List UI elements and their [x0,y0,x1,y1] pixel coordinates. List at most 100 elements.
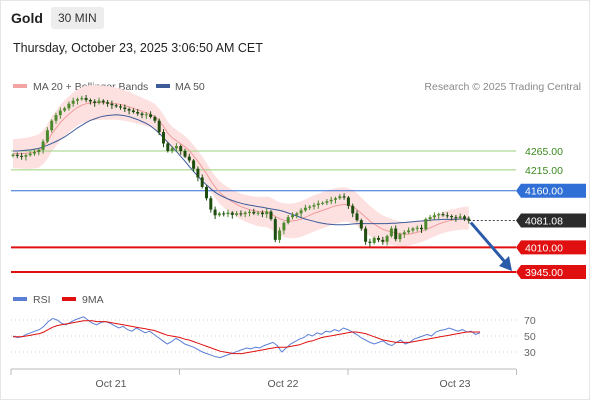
level-label-2: 4160.00 [525,186,563,198]
candle-body-64 [286,217,290,223]
candle-body-73 [325,201,329,203]
candle-body-42 [192,160,196,169]
x-tick-label-2: Oct 23 [440,378,471,390]
x-tick-label-0: Oct 21 [96,378,127,390]
candle-body-33 [153,116,157,121]
candle-body-14 [71,100,75,104]
candle-body-52 [235,213,239,215]
candle-body-11 [58,110,62,116]
candle-body-85 [377,237,380,240]
candle-body-80 [355,213,359,221]
candle-body-8 [45,130,49,142]
legend-swatch-rsi [13,297,27,301]
candle-body-28 [131,110,135,113]
candle-body-81 [359,220,363,229]
candle-body-7 [41,141,45,150]
candle-body-27 [127,109,131,111]
candle-body-91 [402,232,406,235]
x-tick-label-1: Oct 22 [268,378,299,390]
candle-body-26 [123,107,127,110]
level-label-box-2 [516,183,586,198]
candle-body-83 [368,241,372,243]
candle-body-4 [28,153,32,156]
candle-body-101 [445,215,449,217]
candle-body-57 [256,212,260,214]
candle-body-48 [217,213,221,216]
candle-body-70 [312,205,316,207]
rsi-tick-70: 70 [524,315,536,327]
candle-body-0 [11,154,15,156]
forecast-arrow-head [499,256,512,271]
candle-body-66 [295,213,299,216]
candle-body-30 [140,113,144,116]
candle-body-71 [316,203,320,206]
level-label-box-5 [516,265,586,279]
candle-body-106 [467,218,471,221]
candle-body-37 [170,148,174,151]
candle-body-12 [63,108,67,111]
candle-body-87 [385,236,389,242]
candle-body-46 [209,198,213,210]
candle-body-102 [450,216,454,218]
bollinger-bands [13,85,469,247]
instrument-title: Gold [11,10,43,26]
x-axis: Oct 21 Oct 22 Oct 23 [10,369,517,390]
candle-body-22 [106,102,110,104]
candle-body-89 [394,228,398,240]
legend-swatch-ma50 [156,84,170,88]
candle-body-6 [37,149,41,153]
candle-body-78 [346,197,350,206]
candle-body-105 [463,216,466,219]
candle-body-38 [174,146,178,149]
candle-body-1 [15,154,19,156]
candle-body-95 [420,227,423,230]
price-levels [11,150,516,273]
candle-body-54 [243,212,247,215]
candle-body-59 [265,211,269,215]
candle-body-86 [381,239,385,242]
credit-text: Research © 2025 Trading Central [424,81,581,93]
level-label-5: 3945.00 [525,267,563,279]
candle-body-93 [411,228,415,231]
legend-swatch-ma20 [13,84,27,88]
candle-body-94 [415,227,419,229]
candle-body-50 [226,212,230,215]
forecast-arrow [469,221,512,271]
candle-body-39 [179,146,183,151]
chart-header: Gold 30 MIN [0,0,590,36]
legend-label-9ma: 9MA [82,294,104,306]
candle-body-98 [432,215,436,218]
candle-body-13 [67,103,71,109]
candle-body-40 [183,151,187,157]
candle-body-82 [364,228,368,242]
bollinger-band-area [13,85,469,247]
level-label-box-3 [516,213,586,228]
candle-body-23 [110,103,114,106]
candle-body-79 [351,205,355,214]
candle-body-104 [458,216,462,218]
forecast-arrow-shaft [469,221,507,263]
candle-body-76 [338,196,342,199]
candlesticks [11,95,471,247]
candle-body-20 [97,100,101,103]
candle-body-43 [196,168,200,178]
candle-body-68 [303,207,307,211]
candle-body-51 [230,212,234,215]
candle-body-62 [278,230,282,240]
candle-body-99 [437,214,441,216]
candle-body-58 [260,212,264,215]
candle-body-2 [20,155,24,157]
candle-body-97 [428,217,432,220]
candle-body-47 [213,209,217,216]
level-label-1: 4215.00 [525,165,563,177]
candle-body-100 [441,214,445,216]
candle-body-10 [54,115,58,121]
candle-body-18 [88,99,92,102]
level-label-4: 4010.00 [525,242,563,254]
candle-body-77 [342,196,346,198]
timeframe-badge[interactable]: 30 MIN [51,7,104,29]
candle-body-36 [166,143,170,151]
candle-body-61 [273,219,277,240]
candle-body-15 [76,99,79,101]
